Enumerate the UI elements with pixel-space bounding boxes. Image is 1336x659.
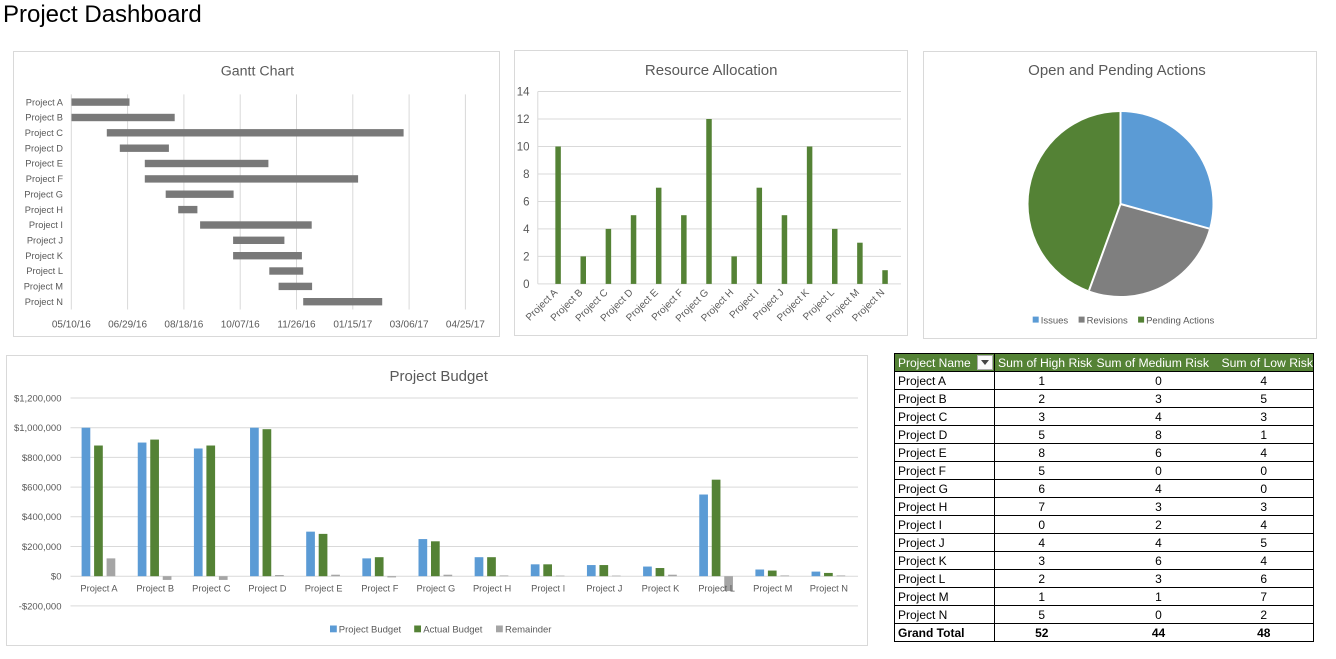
svg-text:11/26/16: 11/26/16	[277, 320, 316, 331]
svg-text:$0: $0	[51, 572, 62, 583]
svg-text:$200,000: $200,000	[22, 542, 62, 553]
svg-text:04/25/17: 04/25/17	[446, 320, 485, 331]
svg-text:Project K: Project K	[25, 251, 64, 261]
svg-text:Project J: Project J	[27, 236, 63, 246]
svg-text:Project N: Project N	[810, 584, 848, 594]
svg-text:6: 6	[523, 197, 529, 209]
svg-text:2: 2	[523, 251, 529, 263]
svg-text:Remainder: Remainder	[505, 625, 551, 636]
svg-text:06/29/16: 06/29/16	[108, 320, 147, 331]
svg-text:Project F: Project F	[361, 584, 399, 594]
svg-text:Project B: Project B	[25, 113, 63, 123]
svg-text:Project Budget: Project Budget	[389, 368, 488, 385]
svg-text:Gantt Chart: Gantt Chart	[221, 64, 294, 80]
svg-text:Open and Pending Actions: Open and Pending Actions	[1028, 62, 1206, 79]
svg-text:$600,000: $600,000	[22, 483, 62, 494]
svg-text:Project K: Project K	[642, 584, 681, 594]
svg-text:$800,000: $800,000	[22, 453, 62, 464]
svg-text:Project M: Project M	[753, 584, 792, 594]
svg-text:Project I: Project I	[29, 220, 63, 230]
svg-text:Project E: Project E	[305, 584, 343, 594]
svg-text:Project J: Project J	[586, 584, 622, 594]
svg-text:14: 14	[517, 87, 530, 99]
svg-text:08/18/16: 08/18/16	[164, 320, 203, 331]
svg-text:Project G: Project G	[417, 584, 456, 594]
svg-text:Project H: Project H	[473, 584, 511, 594]
svg-text:01/15/17: 01/15/17	[333, 320, 372, 331]
svg-text:03/06/17: 03/06/17	[390, 320, 429, 331]
svg-text:Resource Allocation: Resource Allocation	[645, 62, 778, 79]
svg-text:Project A: Project A	[80, 584, 118, 594]
svg-text:$1,000,000: $1,000,000	[14, 423, 62, 434]
svg-text:Project F: Project F	[26, 174, 64, 184]
svg-text:05/10/16: 05/10/16	[52, 320, 91, 331]
svg-text:Project G: Project G	[24, 189, 63, 199]
svg-text:8: 8	[523, 169, 529, 181]
svg-text:Project D: Project D	[248, 584, 287, 594]
svg-text:Pending Actions: Pending Actions	[1146, 315, 1214, 326]
svg-text:0: 0	[523, 279, 529, 291]
svg-text:$400,000: $400,000	[22, 512, 62, 523]
svg-text:Project H: Project H	[25, 205, 63, 215]
svg-text:Project L: Project L	[698, 584, 735, 594]
svg-text:Issues: Issues	[1041, 315, 1069, 326]
svg-text:Project A: Project A	[26, 97, 64, 107]
svg-text:Project C: Project C	[192, 584, 231, 594]
svg-text:Project D: Project D	[25, 143, 64, 153]
svg-text:Actual Budget: Actual Budget	[423, 625, 483, 636]
svg-text:$1,200,000: $1,200,000	[14, 393, 62, 404]
svg-text:Project E: Project E	[25, 159, 63, 169]
svg-text:Project N: Project N	[25, 297, 63, 307]
svg-text:Project C: Project C	[25, 128, 64, 138]
svg-text:Project B: Project B	[136, 584, 174, 594]
svg-text:-$200,000: -$200,000	[19, 601, 62, 612]
svg-text:12: 12	[517, 114, 530, 126]
svg-text:Project L: Project L	[26, 266, 63, 276]
svg-text:Revisions: Revisions	[1087, 315, 1128, 326]
svg-text:Project I: Project I	[531, 584, 565, 594]
svg-text:Project M: Project M	[24, 282, 63, 292]
svg-text:10: 10	[517, 142, 530, 154]
svg-text:Project Budget: Project Budget	[339, 625, 402, 636]
svg-text:4: 4	[523, 224, 530, 236]
svg-text:10/07/16: 10/07/16	[221, 320, 260, 331]
